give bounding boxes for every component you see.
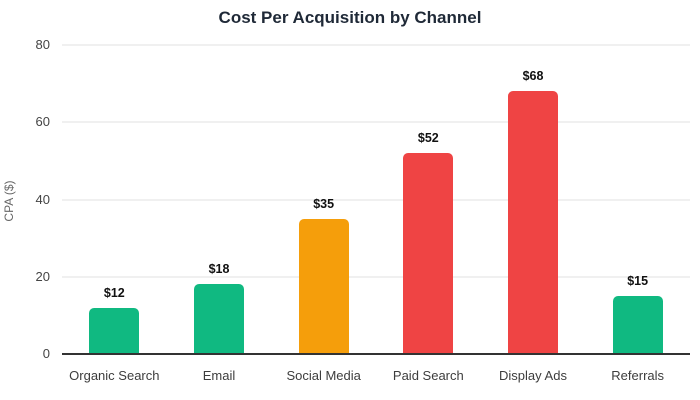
category-label-paid-search: Paid Search [392, 368, 464, 383]
bar-value-referrals: $15 [627, 274, 649, 289]
bar-organic-search [89, 307, 140, 354]
category-label-organic-search: Organic Search [69, 368, 160, 383]
bar-social-media [298, 218, 349, 354]
bar-paid-search [403, 153, 454, 354]
bar-value-social-media: $35 [313, 196, 335, 211]
bar-value-paid-search: $52 [417, 131, 439, 146]
bar-email [194, 284, 244, 354]
y-tick-label-20: 20 [35, 268, 50, 284]
category-label-referrals: Referrals [611, 368, 665, 383]
gridline-40 [62, 198, 690, 201]
bar-display-ads [508, 91, 558, 354]
gridline-80 [62, 44, 690, 46]
y-tick-label-60: 60 [35, 114, 50, 130]
y-tick-label-0: 0 [42, 346, 50, 361]
gridline-60 [62, 121, 690, 124]
category-label-email: Email [202, 368, 236, 383]
y-tick-label-80: 80 [35, 37, 50, 52]
y-tick-label-40: 40 [35, 191, 50, 207]
x-axis-line [62, 353, 690, 355]
category-label-social-media: Social Media [286, 368, 361, 383]
bar-value-display-ads: $68 [522, 69, 544, 84]
gridline-20 [62, 275, 690, 278]
category-label-display-ads: Display Ads [499, 368, 567, 383]
bar-value-email: $18 [208, 262, 230, 277]
chart-title: Cost Per Acquisition by Channel [218, 8, 482, 27]
bar-referrals [612, 296, 663, 354]
bar-value-organic-search: $12 [103, 285, 125, 300]
